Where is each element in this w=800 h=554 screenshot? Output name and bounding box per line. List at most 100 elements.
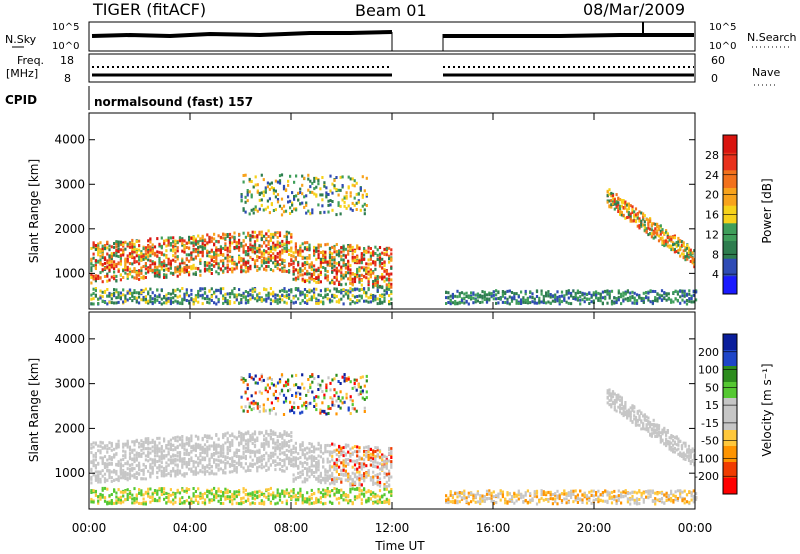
range-gate-cell: [365, 194, 368, 198]
range-gate-cell: [113, 470, 116, 474]
range-gate-cell: [135, 439, 138, 443]
range-gate-cell: [292, 269, 295, 273]
range-gate-cell: [263, 298, 266, 302]
range-gate-cell: [149, 245, 152, 249]
colorbar-tick-label: 24: [705, 169, 719, 182]
range-gate-cell: [190, 497, 193, 501]
range-gate-cell: [335, 476, 338, 480]
range-gate-cell: [365, 272, 368, 276]
range-gate-cell: [135, 464, 138, 468]
range-gate-cell: [351, 245, 354, 249]
range-gate-cell: [199, 497, 202, 500]
range-gate-cell: [176, 488, 179, 492]
range-gate-cell: [369, 296, 372, 300]
range-gate-cell: [383, 269, 386, 273]
range-gate-cell: [219, 454, 222, 458]
range-gate-cell: [311, 190, 314, 194]
range-gate-cell: [113, 501, 116, 505]
range-gate-cell: [126, 242, 129, 246]
range-gate-cell: [228, 441, 232, 445]
range-gate-cell: [244, 493, 247, 497]
range-gate-cell: [378, 246, 382, 249]
range-gate-cell: [92, 458, 95, 462]
range-gate-cell: [238, 248, 241, 252]
range-gate-cell: [492, 290, 495, 294]
range-gate-cell: [158, 499, 161, 503]
range-gate-cell: [359, 188, 362, 192]
range-gate-cell: [365, 267, 368, 271]
range-gate-cell: [244, 298, 247, 302]
range-gate-cell: [356, 255, 359, 259]
range-gate-cell: [153, 461, 157, 465]
range-gate-cell: [238, 460, 241, 464]
range-gate-cell: [138, 501, 141, 505]
range-gate-cell: [188, 463, 191, 466]
range-gate-cell: [381, 262, 384, 266]
range-gate-cell: [481, 290, 484, 294]
range-gate-cell: [135, 300, 138, 304]
range-gate-cell: [178, 452, 182, 456]
range-gate-cell: [343, 200, 346, 204]
range-gate-cell: [338, 280, 341, 284]
range-gate-cell: [269, 268, 272, 271]
range-gate-cell: [206, 448, 209, 452]
range-gate-cell: [301, 269, 304, 273]
nsky-trace-1: [91, 30, 393, 39]
freq-strip-frame: [88, 53, 696, 83]
range-gate-cell: [122, 494, 125, 498]
range-gate-cell: [495, 293, 498, 297]
range-gate-cell: [176, 435, 179, 439]
range-gate-cell: [263, 502, 266, 506]
range-gate-cell: [144, 437, 147, 441]
range-gate-cell: [670, 245, 673, 248]
range-gate-cell: [333, 482, 336, 486]
range-gate-cell: [126, 259, 129, 263]
range-gate-cell: [219, 459, 222, 463]
range-gate-cell: [238, 257, 241, 261]
range-gate-cell: [244, 264, 247, 268]
range-gate-cell: [675, 244, 678, 248]
range-gate-cell: [192, 492, 195, 496]
range-gate-cell: [654, 296, 657, 300]
range-gate-cell: [208, 466, 211, 470]
range-gate-cell: [231, 255, 234, 259]
colorbar-tick-label: 20: [705, 189, 719, 202]
range-gate-cell: [381, 276, 384, 280]
range-gate-cell: [160, 471, 163, 475]
range-gate-cell: [269, 501, 272, 505]
range-gate-cell: [224, 237, 227, 241]
range-gate-cell: [92, 241, 95, 245]
range-gate-cell: [378, 297, 382, 301]
range-gate-cell: [113, 253, 116, 257]
range-gate-cell: [128, 445, 132, 449]
range-gate-cell: [285, 232, 288, 236]
range-gate-cell: [199, 250, 202, 254]
range-gate-cell: [256, 255, 259, 259]
range-gate-cell: [538, 296, 541, 300]
range-gate-cell: [215, 302, 218, 306]
range-gate-cell: [108, 278, 111, 282]
range-gate-cell: [627, 213, 630, 216]
range-gate-cell: [224, 471, 227, 475]
range-gate-cell: [374, 245, 377, 249]
range-gate-cell: [634, 213, 638, 217]
range-gate-cell: [274, 468, 277, 472]
range-gate-cell: [310, 457, 313, 461]
range-gate-cell: [374, 283, 377, 287]
range-gate-cell: [276, 298, 279, 302]
range-gate-cell: [269, 493, 272, 497]
range-gate-cell: [203, 501, 207, 505]
range-gate-cell: [199, 452, 202, 455]
range-gate-cell: [657, 239, 661, 243]
range-gate-cell: [680, 240, 684, 244]
range-gate-cell: [363, 208, 366, 212]
range-gate-cell: [244, 442, 247, 446]
range-gate-cell: [307, 177, 310, 181]
range-gate-cell: [313, 291, 316, 295]
range-gate-cell: [178, 436, 182, 440]
range-gate-cell: [297, 271, 300, 275]
range-gate-cell: [115, 264, 118, 268]
range-gate-cell: [303, 205, 306, 209]
range-gate-cell: [693, 260, 696, 264]
